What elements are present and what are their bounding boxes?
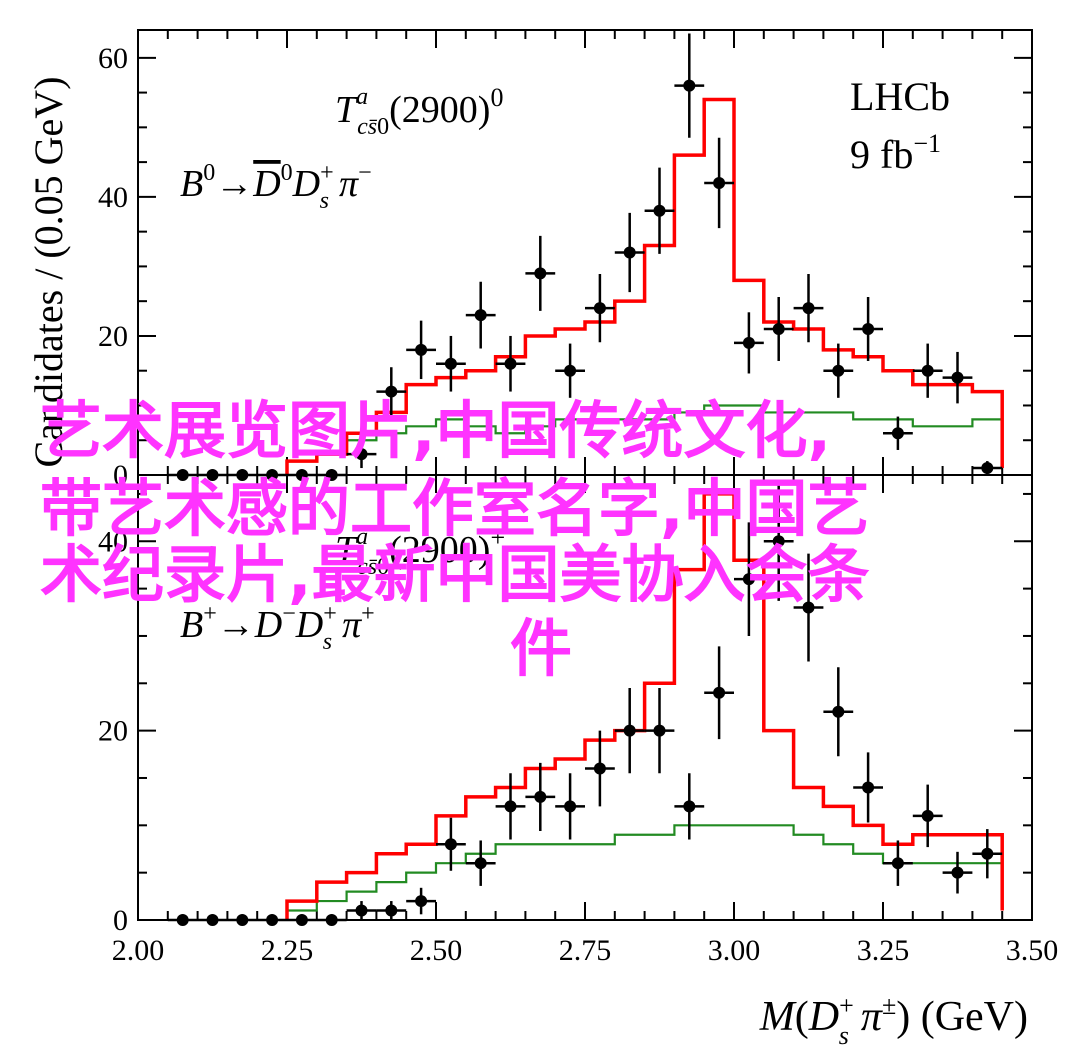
data-point: [683, 79, 696, 92]
green-component-step-line: [285, 824, 1004, 920]
data-point: [444, 838, 457, 851]
overlay-line-1: 艺术展览图片,中国传统文化,: [40, 394, 831, 467]
data-point: [891, 857, 904, 870]
bottom-annotation-resonance: Ta cs̄0(2900)+: [335, 523, 505, 580]
x-tick-label: 2.25: [261, 934, 314, 967]
data-point: [474, 309, 487, 322]
bottom-data-points: [167, 481, 1003, 926]
x-tick-label: 3.25: [857, 934, 910, 967]
data-point: [504, 357, 517, 370]
data-point: [921, 364, 934, 377]
data-point: [981, 847, 994, 860]
data-point: [623, 724, 636, 737]
data-point: [176, 914, 189, 926]
overlay-watermark-text: 艺术展览图片,中国传统文化, 带艺术感的工作室名字,中国艺 术纪录片,最新中国美…: [40, 394, 870, 685]
overlay-line-3: 术纪录片,最新中国美协入会条: [40, 538, 870, 611]
y-tick-label: 0: [113, 459, 128, 492]
data-point: [206, 914, 219, 926]
y-tick-label: 20: [98, 320, 128, 353]
x-tick-label: 3.50: [1006, 934, 1059, 967]
data-point: [385, 385, 398, 398]
data-point: [772, 322, 785, 335]
red-fit-step-line: [285, 97, 1004, 475]
bottom-panel: 0 20 40 2.00 2.25 2.50 2.75 3.00 3.25 3.50 Ta cs̄0…: [98, 474, 1058, 967]
data-point: [266, 914, 279, 926]
data-point: [832, 364, 845, 377]
data-point: [564, 800, 577, 813]
data-point: [385, 904, 398, 917]
top-axis-ticks: 0 20 40 60: [98, 30, 1033, 492]
y-tick-label: 0: [113, 904, 128, 937]
data-point: [832, 705, 845, 718]
overlay-line-4: 件: [510, 612, 572, 685]
y-tick-label: 40: [98, 181, 128, 214]
top-data-points: [167, 33, 1003, 481]
data-point: [951, 371, 964, 384]
top-annotation-decay: B0→D0D+ s π−: [180, 160, 372, 214]
data-point: [534, 267, 547, 280]
y-tick-label: 20: [98, 715, 128, 748]
data-point: [772, 535, 785, 548]
data-point: [802, 302, 815, 315]
data-point: [713, 686, 726, 699]
top-annotation-resonance: Ta cs̄0(2900)0: [335, 83, 503, 140]
data-point: [623, 246, 636, 259]
data-point: [534, 790, 547, 803]
x-tick-label: 2.75: [559, 934, 612, 967]
bottom-annotation-decay: B+→D−D+ s π+: [180, 601, 375, 655]
data-point: [504, 800, 517, 813]
data-point: [713, 176, 726, 189]
data-point: [981, 462, 994, 475]
data-point: [236, 914, 249, 926]
y-tick-label: 40: [98, 525, 128, 558]
data-point: [683, 800, 696, 813]
data-point: [862, 322, 875, 335]
data-point: [891, 427, 904, 440]
data-point: [802, 601, 815, 614]
bottom-green-component: [285, 824, 1004, 920]
data-point: [593, 302, 606, 315]
data-point: [862, 781, 875, 794]
data-point: [415, 343, 428, 356]
top-panel: 0 20 40 60 Ta cs̄0(2900)0 B0→D0D+ s π− LHCb 9 …: [98, 29, 1033, 492]
top-annotation-luminosity: 9 fb−1: [850, 129, 941, 177]
data-point: [415, 895, 428, 908]
overlay-line-2: 带艺术感的工作室名字,中国艺: [40, 472, 870, 545]
top-annotation-experiment: LHCb: [850, 74, 950, 119]
data-point: [653, 724, 666, 737]
data-point: [355, 448, 368, 461]
data-point: [593, 762, 606, 775]
bottom-axis-ticks: 0 20 40 2.00 2.25 2.50 2.75 3.00 3.25 3.50: [98, 475, 1058, 967]
y-axis-title: Candidates / (0.05 GeV): [26, 76, 71, 467]
data-point: [742, 573, 755, 586]
data-point: [951, 866, 964, 879]
data-point: [564, 364, 577, 377]
data-point: [444, 357, 457, 370]
data-point: [742, 336, 755, 349]
x-tick-label: 2.50: [410, 934, 463, 967]
y-tick-label: 60: [98, 42, 128, 75]
top-red-fit: [285, 97, 1004, 475]
data-point: [921, 809, 934, 822]
x-tick-label: 2.00: [112, 934, 165, 967]
x-tick-label: 3.00: [708, 934, 761, 967]
data-point: [325, 914, 338, 926]
data-point: [653, 204, 666, 217]
data-point: [474, 857, 487, 870]
x-axis-title: M(D+ s π±) (GeV): [759, 991, 1028, 1050]
data-point: [295, 914, 308, 926]
data-point: [355, 904, 368, 917]
